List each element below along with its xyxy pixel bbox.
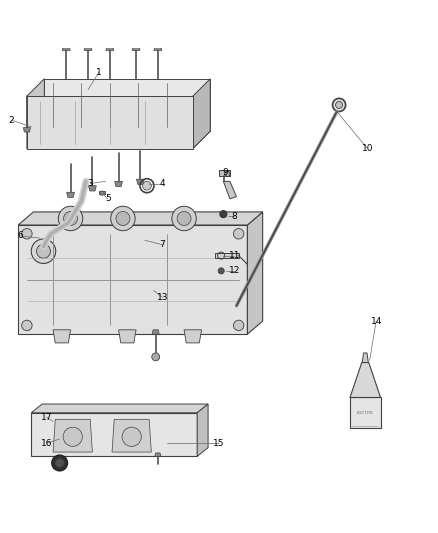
Circle shape (111, 206, 135, 231)
Circle shape (177, 212, 191, 225)
Polygon shape (31, 404, 208, 413)
Polygon shape (27, 96, 193, 149)
Text: LOCTITE: LOCTITE (357, 411, 374, 415)
Circle shape (21, 229, 32, 239)
Circle shape (52, 455, 67, 471)
Polygon shape (350, 362, 381, 398)
Circle shape (233, 320, 244, 330)
Polygon shape (132, 45, 140, 51)
Polygon shape (27, 131, 210, 149)
Circle shape (218, 268, 224, 274)
Polygon shape (31, 413, 197, 456)
Text: 16: 16 (41, 439, 52, 448)
Polygon shape (137, 179, 145, 184)
Text: 3: 3 (87, 179, 93, 188)
Text: 13: 13 (156, 293, 168, 302)
Circle shape (116, 212, 130, 225)
Polygon shape (99, 191, 106, 195)
Circle shape (55, 458, 64, 467)
Circle shape (64, 212, 78, 225)
Text: 7: 7 (159, 240, 165, 249)
Polygon shape (362, 353, 368, 362)
Text: 12: 12 (229, 266, 240, 276)
Polygon shape (106, 45, 114, 51)
Text: 17: 17 (41, 413, 52, 422)
Polygon shape (154, 45, 162, 51)
Circle shape (36, 244, 50, 258)
Circle shape (21, 320, 32, 330)
Polygon shape (44, 79, 210, 131)
Polygon shape (152, 330, 159, 334)
Polygon shape (197, 404, 208, 456)
Text: 14: 14 (371, 317, 382, 326)
Polygon shape (27, 79, 44, 149)
Polygon shape (84, 45, 92, 51)
Polygon shape (115, 181, 123, 187)
Polygon shape (350, 398, 381, 428)
Text: 9: 9 (223, 168, 229, 177)
Polygon shape (223, 181, 237, 199)
Text: 2: 2 (9, 116, 14, 125)
Polygon shape (155, 453, 161, 456)
Polygon shape (247, 212, 263, 334)
Polygon shape (88, 185, 96, 191)
Circle shape (172, 206, 196, 231)
Circle shape (332, 99, 346, 111)
Circle shape (152, 353, 159, 361)
Polygon shape (193, 79, 210, 149)
Circle shape (143, 181, 151, 190)
Circle shape (100, 191, 104, 195)
Circle shape (336, 101, 343, 108)
Polygon shape (112, 419, 151, 452)
Polygon shape (18, 225, 247, 334)
Circle shape (63, 427, 82, 446)
Circle shape (122, 427, 141, 446)
Text: 10: 10 (362, 144, 373, 153)
Polygon shape (53, 330, 71, 343)
Polygon shape (67, 192, 74, 198)
Circle shape (31, 239, 56, 263)
Text: 11: 11 (229, 251, 240, 260)
Polygon shape (184, 330, 201, 343)
Circle shape (220, 211, 227, 217)
Polygon shape (219, 171, 230, 176)
Text: 15: 15 (213, 439, 225, 448)
Text: 5: 5 (105, 195, 110, 203)
Polygon shape (119, 330, 136, 343)
Polygon shape (62, 45, 70, 51)
Circle shape (233, 229, 244, 239)
Polygon shape (53, 419, 92, 452)
Text: 4: 4 (159, 179, 165, 188)
Polygon shape (215, 253, 239, 258)
Text: 1: 1 (96, 68, 102, 77)
Text: 8: 8 (231, 212, 237, 221)
Polygon shape (23, 128, 30, 132)
Polygon shape (18, 212, 263, 225)
Text: 6: 6 (18, 231, 23, 240)
Circle shape (58, 206, 83, 231)
